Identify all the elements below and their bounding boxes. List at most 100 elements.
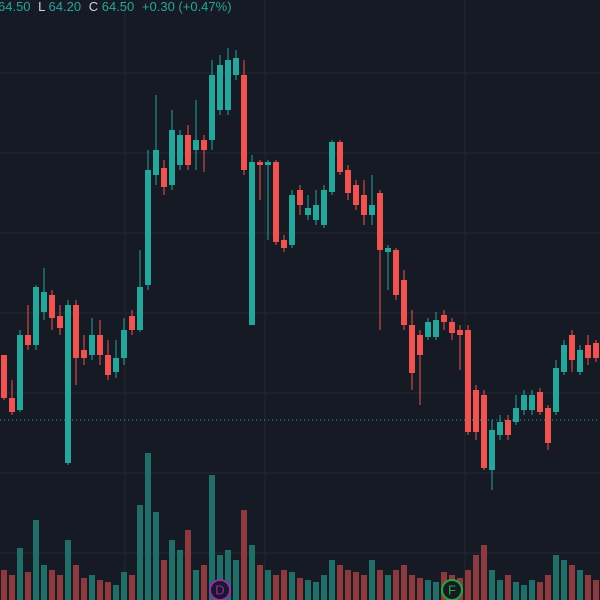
candle-body xyxy=(153,150,159,175)
candle-body xyxy=(345,170,351,193)
candle-body xyxy=(185,135,191,165)
candle-body xyxy=(289,195,295,245)
volume-bar xyxy=(361,575,367,600)
volume-bar xyxy=(505,575,511,600)
volume-bar xyxy=(513,582,519,600)
volume-bar xyxy=(185,530,191,600)
volume-bar xyxy=(289,572,295,600)
volume-bar xyxy=(137,505,143,600)
volume-bar xyxy=(281,570,287,600)
candle-body xyxy=(73,305,79,358)
volume-bar xyxy=(241,510,247,600)
candle-body xyxy=(433,320,439,337)
volume-bar xyxy=(369,560,375,600)
volume-bar xyxy=(473,555,479,600)
candle-body xyxy=(473,390,479,432)
volume-bar xyxy=(329,560,335,600)
candle-body xyxy=(593,343,599,358)
candle-body xyxy=(137,287,143,330)
volume-bar xyxy=(577,570,583,600)
candle-body xyxy=(417,335,423,355)
volume-bar xyxy=(73,565,79,600)
candle-body xyxy=(113,358,119,372)
candle-body xyxy=(9,398,15,412)
candle-body xyxy=(401,280,407,325)
candle-body xyxy=(569,335,575,360)
candle-body xyxy=(305,208,311,215)
event-marker xyxy=(441,579,463,600)
candle-body xyxy=(369,205,375,215)
candle-body xyxy=(449,322,455,333)
candle-body xyxy=(393,250,399,295)
candle-body xyxy=(489,430,495,470)
volume-bar xyxy=(529,580,535,600)
volume-bar xyxy=(41,565,47,600)
volume-bar xyxy=(65,540,71,600)
candle-body xyxy=(65,305,71,463)
candle-body xyxy=(129,316,135,330)
change-value: +0.30 (+0.47%) xyxy=(142,0,232,14)
volume-bar xyxy=(161,560,167,600)
volume-bar xyxy=(345,570,351,600)
candle-body xyxy=(217,65,223,110)
volume-bar xyxy=(209,475,215,600)
volume-bar xyxy=(81,578,87,600)
volume-bar xyxy=(9,575,15,600)
candle-body xyxy=(521,395,527,410)
candle-body xyxy=(25,335,31,345)
candle-body xyxy=(497,422,503,435)
volume-bar xyxy=(593,580,599,600)
volume-bar xyxy=(481,545,487,600)
low-key: L xyxy=(38,0,45,14)
volume-bar xyxy=(97,580,103,600)
candle-body xyxy=(505,420,511,435)
candle-layer xyxy=(1,48,599,490)
volume-bar xyxy=(233,560,239,600)
candle-body xyxy=(297,190,303,205)
candle-body xyxy=(41,292,47,312)
candle-body xyxy=(17,335,23,410)
candle-body xyxy=(89,335,95,355)
volume-bar xyxy=(89,575,95,600)
volume-bar xyxy=(465,570,471,600)
candle-body xyxy=(1,355,7,398)
volume-bar xyxy=(113,585,119,600)
volume-bar xyxy=(49,570,55,600)
open-value: 64.50 xyxy=(0,0,31,14)
volume-bar xyxy=(545,575,551,600)
candle-body xyxy=(169,130,175,185)
candle-body xyxy=(313,205,319,220)
candle-body xyxy=(425,322,431,337)
candle-body xyxy=(321,190,327,225)
volume-bar xyxy=(273,575,279,600)
event-marker-label: D xyxy=(215,582,224,597)
candle-body xyxy=(81,350,87,358)
volume-bar xyxy=(25,572,31,600)
candle-body xyxy=(577,350,583,372)
candle-body xyxy=(97,335,103,355)
candle-body xyxy=(49,295,55,318)
volume-bar xyxy=(193,570,199,600)
volume-bar xyxy=(569,565,575,600)
volume-bar xyxy=(1,570,7,600)
candle-body xyxy=(265,162,271,165)
volume-bar xyxy=(377,570,383,600)
candle-body xyxy=(545,408,551,443)
volume-bar xyxy=(385,575,391,600)
volume-bar xyxy=(409,575,415,600)
volume-bar xyxy=(57,575,63,600)
volume-bar xyxy=(249,545,255,600)
volume-bar xyxy=(561,560,567,600)
volume-bar xyxy=(33,520,39,600)
volume-bar xyxy=(105,582,111,600)
candle-body xyxy=(481,395,487,468)
candle-body xyxy=(337,142,343,172)
volume-bar xyxy=(425,580,431,600)
candle-body xyxy=(281,240,287,248)
volume-bar xyxy=(153,512,159,600)
candle-body xyxy=(377,193,383,250)
candle-body xyxy=(409,325,415,373)
